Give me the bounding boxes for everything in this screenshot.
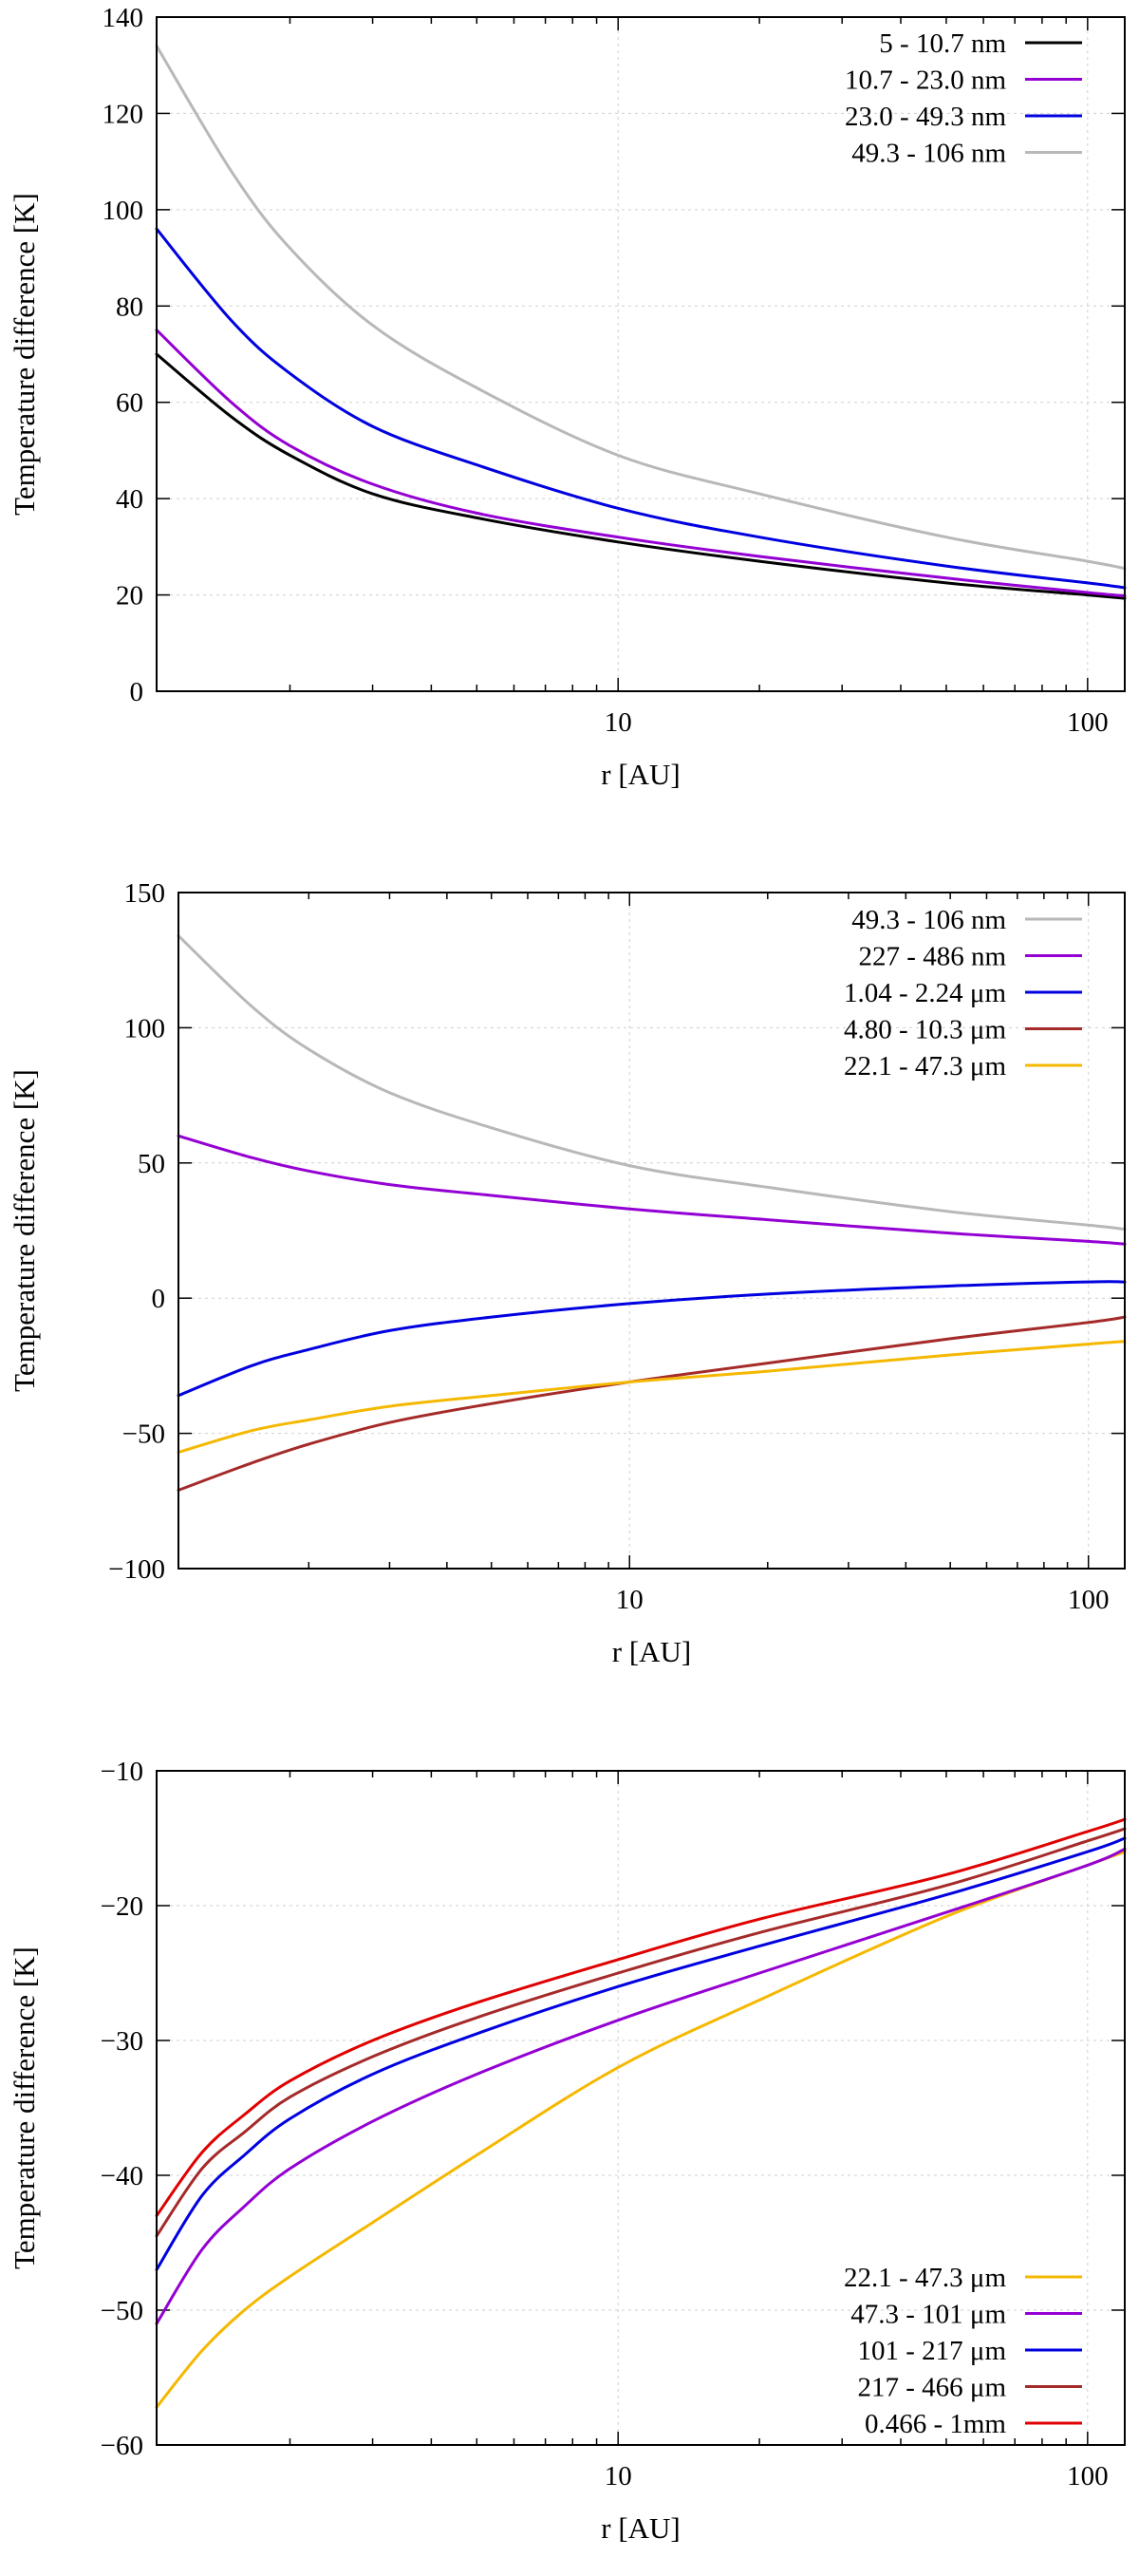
legend-label: 22.1 - 47.3 μm (844, 1051, 1006, 1081)
series-line-1 (155, 329, 1127, 598)
series-line-4 (155, 1817, 1127, 2218)
y-axis-label: Temperature difference [K] (8, 193, 41, 516)
series-line-2 (155, 227, 1127, 590)
y-tick-label: 100 (103, 196, 144, 226)
legend-label: 5 - 10.7 nm (879, 28, 1006, 59)
series-line-2 (155, 1836, 1127, 2271)
chart-top-panel: 0 20 40 60 80 100 120 140 10 100 r [AU] Temperature… (8, 3, 1127, 791)
series-line-0 (177, 934, 1127, 1232)
legend-label: 227 - 486 nm (859, 942, 1007, 972)
y-tick-label: 50 (138, 1149, 165, 1179)
y-tick-label: −10 (101, 1757, 143, 1787)
y-tick-label: −50 (122, 1420, 165, 1450)
x-tick-label: 100 (1067, 707, 1109, 738)
x-tick-label: 100 (1068, 1585, 1110, 1615)
legend-label: 217 - 466 μm (857, 2373, 1006, 2403)
series-line-0 (155, 1850, 1127, 2409)
legend-label: 22.1 - 47.3 μm (844, 2263, 1006, 2293)
y-tick-label: −30 (101, 2026, 143, 2057)
series-line-3 (155, 44, 1127, 571)
legend-label: 101 - 217 μm (857, 2336, 1006, 2366)
series-line-1 (177, 1134, 1127, 1246)
legend-label: 47.3 - 101 μm (850, 2300, 1006, 2330)
x-tick-label: 10 (605, 707, 632, 738)
legend-label: 49.3 - 106 nm (851, 139, 1006, 169)
y-axis-label: Temperature difference [K] (8, 1069, 41, 1392)
legend-label: 23.0 - 49.3 nm (845, 102, 1006, 132)
y-tick-label: 20 (116, 581, 143, 611)
y-tick-label: 100 (124, 1013, 166, 1044)
y-tick-label: 40 (116, 484, 143, 515)
y-axis-label: Temperature difference [K] (8, 1946, 41, 2269)
y-tick-label: −100 (108, 1554, 165, 1585)
chart-middle-panel: −100 −50 0 50 100 150 10 100 r [AU] Temperature d… (8, 878, 1127, 1668)
x-axis-label: r [AU] (601, 758, 681, 791)
series-line-3 (177, 1315, 1127, 1492)
series-line-3 (155, 1827, 1127, 2238)
chart-bottom-panel: −60 −50 −40 −30 −20 −10 10 100 r [AU] Temperature… (8, 1757, 1127, 2545)
x-tick-label: 100 (1067, 2461, 1109, 2491)
y-tick-label: −60 (101, 2431, 143, 2461)
legend-label: 4.80 - 10.3 μm (844, 1015, 1006, 1045)
series-line-4 (177, 1340, 1127, 1454)
y-tick-label: −20 (101, 1891, 143, 1922)
y-tick-label: 150 (124, 878, 166, 909)
series-line-1 (155, 1847, 1127, 2325)
series-line-0 (155, 352, 1127, 600)
series-line-2 (177, 1280, 1127, 1398)
y-tick-label: 140 (103, 3, 144, 33)
y-tick-label: 120 (103, 99, 144, 129)
x-axis-label: r [AU] (601, 2511, 681, 2545)
legend-label: 0.466 - 1mm (865, 2409, 1006, 2439)
x-axis-label: r [AU] (612, 1635, 692, 1668)
plot-frame (156, 16, 1126, 692)
y-tick-label: 60 (116, 388, 143, 419)
legend-label: 1.04 - 2.24 μm (844, 978, 1006, 1008)
y-tick-label: 80 (116, 291, 143, 322)
y-tick-label: 0 (152, 1284, 166, 1314)
plot-frame (177, 892, 1126, 1570)
legend-label: 10.7 - 23.0 nm (845, 66, 1006, 96)
plot-frame (156, 1770, 1126, 2446)
x-tick-label: 10 (605, 2461, 632, 2491)
y-tick-label: −40 (101, 2161, 143, 2191)
x-tick-label: 10 (616, 1585, 644, 1615)
y-tick-label: 0 (130, 677, 144, 707)
legend-label: 49.3 - 106 nm (851, 905, 1006, 935)
y-tick-label: −50 (101, 2296, 143, 2326)
